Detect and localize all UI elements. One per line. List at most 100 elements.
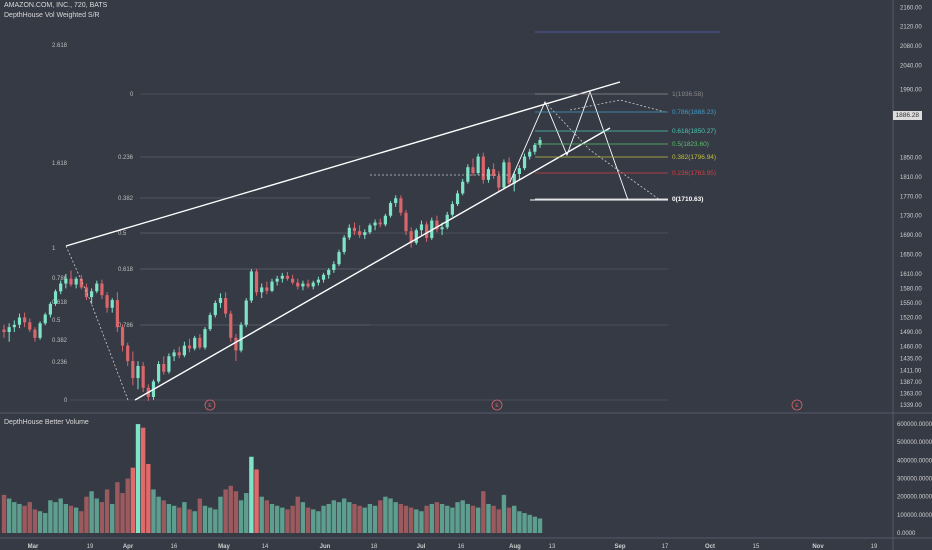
- candle-body: [203, 329, 207, 348]
- volume-bar: [125, 478, 130, 533]
- candle-body: [48, 303, 52, 315]
- candle-body: [234, 337, 238, 351]
- volume-bar: [465, 503, 471, 533]
- volume-bar: [146, 464, 151, 533]
- candle-body: [105, 295, 109, 308]
- projection-dashed-upper: [569, 99, 666, 113]
- candle-body: [74, 278, 78, 285]
- volume-bar: [424, 505, 429, 533]
- volume-bar: [254, 469, 259, 533]
- volume-bar: [274, 505, 280, 533]
- time-tick-label: 18: [371, 544, 378, 550]
- candle-body: [450, 204, 454, 215]
- volume-bar: [419, 511, 424, 533]
- candle-body: [69, 278, 73, 285]
- volume-bar: [63, 503, 69, 533]
- volume-bar: [347, 502, 352, 533]
- price-tick-label: 1730.00: [900, 214, 922, 220]
- price-tick-label: 1490.00: [900, 330, 922, 336]
- volume-bar: [89, 491, 94, 533]
- candle-body: [59, 283, 63, 292]
- volume-bar: [22, 505, 27, 533]
- volume-bar: [32, 509, 38, 533]
- time-tick-label: Aug: [509, 544, 521, 550]
- price-tick-label: 1990.00: [900, 88, 922, 94]
- volume-bar: [48, 500, 53, 533]
- volume-bar: [104, 489, 110, 533]
- candle-body: [291, 278, 295, 283]
- candle-body: [332, 264, 336, 270]
- volume-bar: [197, 498, 203, 533]
- candle-body: [2, 329, 6, 333]
- candle-body: [100, 283, 104, 296]
- volume-tick-label: 400000.0000: [897, 458, 932, 464]
- candle-body: [213, 302, 217, 316]
- candle-body: [435, 220, 439, 230]
- volume-bar: [486, 503, 491, 533]
- candle-body: [492, 169, 496, 176]
- volume-bar: [12, 502, 17, 533]
- candle-body: [409, 231, 413, 243]
- candle-body: [471, 167, 475, 174]
- volume-bar: [213, 509, 218, 533]
- volume-bar: [151, 489, 156, 533]
- candle-body: [538, 140, 542, 145]
- candle-body: [38, 323, 42, 338]
- candle-body: [136, 365, 140, 379]
- volume-bar: [187, 509, 192, 533]
- candle-body: [507, 162, 511, 184]
- fib-lower-label: 0.618: [52, 300, 68, 306]
- price-tick-label: 1387.00: [900, 380, 922, 386]
- price-tick-label: 1690.00: [900, 233, 922, 239]
- volume-bar: [445, 505, 450, 533]
- volume-bar: [501, 494, 507, 533]
- volume-bar: [171, 505, 177, 533]
- volume-bar: [393, 502, 398, 533]
- earnings-marker-label: E: [495, 403, 499, 409]
- candle-body: [23, 317, 27, 323]
- earnings-marker: [204, 399, 216, 411]
- candle-body: [229, 313, 233, 338]
- candle-body: [7, 327, 11, 333]
- candle-body: [43, 314, 47, 324]
- volume-bar: [388, 498, 393, 533]
- volume-bar: [311, 509, 316, 533]
- volume-bar: [321, 505, 326, 533]
- volume-bar: [6, 498, 12, 533]
- volume-bar: [115, 482, 120, 533]
- fib-lower-label: 0.382: [52, 338, 68, 344]
- candle-body: [486, 169, 491, 180]
- volume-bar: [233, 491, 239, 533]
- volume-bar: [470, 505, 476, 533]
- earnings-marker: [791, 399, 803, 411]
- candle-body: [311, 282, 315, 287]
- time-tick-label: Jul: [417, 544, 426, 550]
- projection-path: [509, 90, 629, 201]
- candle-body: [177, 352, 181, 356]
- price-tick-label: 1520.00: [900, 315, 922, 321]
- volume-bar: [439, 503, 445, 533]
- projection-dashed: [544, 101, 661, 201]
- candle-body: [162, 364, 166, 372]
- candle-body: [321, 274, 326, 280]
- volume-bar: [17, 503, 22, 533]
- volume-bar: [434, 502, 440, 533]
- candle-body: [187, 345, 192, 349]
- price-tick-label: 1460.00: [900, 345, 922, 351]
- candle-body: [193, 337, 197, 349]
- candle-body: [64, 278, 68, 284]
- volume-bar: [491, 505, 496, 533]
- volume-bar: [398, 503, 404, 533]
- candle-body: [79, 278, 83, 288]
- volume-bar: [110, 503, 115, 533]
- volume-bar: [182, 502, 187, 533]
- candle-body: [12, 324, 16, 328]
- volume-tick-label: 500000.0000: [897, 440, 932, 446]
- volume-bar: [269, 503, 275, 533]
- fib-level-label: 0.382: [118, 196, 134, 202]
- volume-bar: [202, 505, 208, 533]
- candle-body: [316, 279, 320, 283]
- candle-body: [218, 298, 223, 303]
- fib-lower-label: 0.236: [52, 360, 68, 366]
